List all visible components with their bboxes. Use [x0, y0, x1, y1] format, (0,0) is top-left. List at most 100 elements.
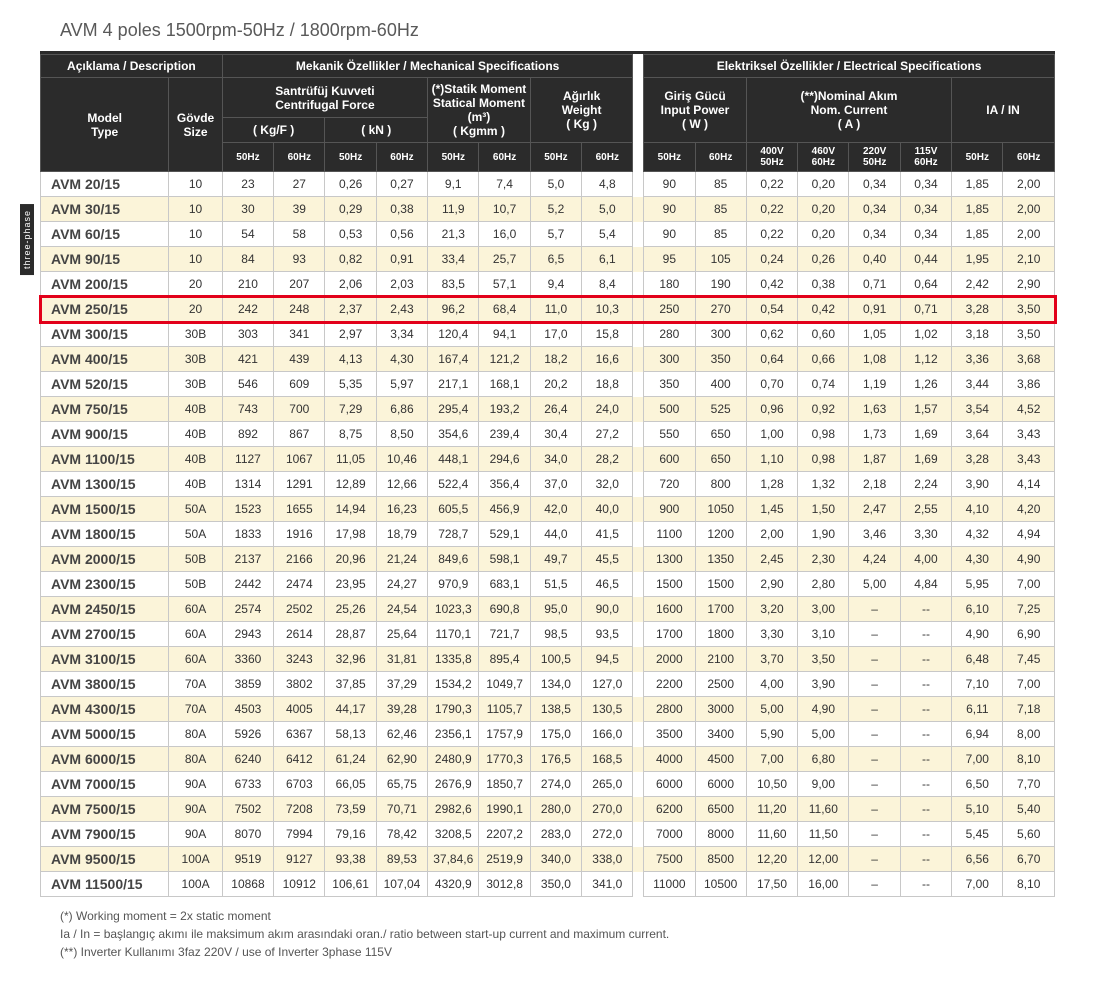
sub-cf50kg: 50Hz	[222, 143, 273, 172]
cell-ia1: 3,68	[1003, 347, 1055, 372]
cell-nc2: –	[849, 697, 900, 722]
cell-ia0: 2,42	[952, 272, 1003, 297]
cell-size: 20	[169, 297, 222, 322]
cell-nc1: 3,10	[798, 622, 849, 647]
cell-wt1: 6,1	[582, 247, 633, 272]
cell-gap	[633, 197, 644, 222]
cell-model: AVM 7900/15	[41, 822, 169, 847]
cell-model: AVM 750/15	[41, 397, 169, 422]
cell-nc1: 11,60	[798, 797, 849, 822]
cell-cf2: 7,29	[325, 397, 376, 422]
cell-nc2: 1,73	[849, 422, 900, 447]
cell-model: AVM 6000/15	[41, 747, 169, 772]
cell-size: 70A	[169, 697, 222, 722]
cell-wt1: 28,2	[582, 447, 633, 472]
cell-nc2: –	[849, 647, 900, 672]
cell-nc2: 5,00	[849, 572, 900, 597]
cell-nc1: 2,80	[798, 572, 849, 597]
cell-nc3: --	[900, 772, 951, 797]
cell-ia1: 3,50	[1003, 322, 1055, 347]
cell-ia0: 3,90	[952, 472, 1003, 497]
table-row: AVM 60/151054580,530,5621,316,05,75,4908…	[41, 222, 1055, 247]
cell-cf3: 62,46	[376, 722, 427, 747]
spec-table: Açıklama / Description Mekanik Özellikle…	[40, 54, 1055, 897]
cell-wt0: 100,5	[530, 647, 581, 672]
cell-size: 40B	[169, 472, 222, 497]
cell-ip0: 600	[644, 447, 695, 472]
cell-cf2: 2,06	[325, 272, 376, 297]
cell-nc2: 0,40	[849, 247, 900, 272]
cell-sm1: 3012,8	[479, 872, 530, 897]
hdr-cf-kg: ( Kg/F )	[222, 118, 325, 143]
cell-wt0: 5,0	[530, 172, 581, 197]
sub-nc400: 400V 50Hz	[746, 143, 797, 172]
cell-model: AVM 30/15	[41, 197, 169, 222]
cell-nc3: 1,57	[900, 397, 951, 422]
cell-ia1: 7,00	[1003, 672, 1055, 697]
cell-sm0: 2676,9	[428, 772, 479, 797]
cell-cf1: 7208	[274, 797, 325, 822]
cell-nc3: 1,02	[900, 322, 951, 347]
cell-sm1: 68,4	[479, 297, 530, 322]
cell-cf2: 14,94	[325, 497, 376, 522]
cell-nc1: 2,30	[798, 547, 849, 572]
cell-nc0: 0,64	[746, 347, 797, 372]
cell-cf2: 58,13	[325, 722, 376, 747]
cell-ip0: 11000	[644, 872, 695, 897]
cell-ia1: 4,52	[1003, 397, 1055, 422]
cell-model: AVM 4300/15	[41, 697, 169, 722]
cell-wt0: 340,0	[530, 847, 581, 872]
cell-wt1: 93,5	[582, 622, 633, 647]
cell-ia1: 8,00	[1003, 722, 1055, 747]
cell-nc3: 2,24	[900, 472, 951, 497]
cell-sm0: 37,84,6	[428, 847, 479, 872]
cell-ip0: 1600	[644, 597, 695, 622]
cell-sm0: 970,9	[428, 572, 479, 597]
table-row: AVM 11500/15100A1086810912106,61107,0443…	[41, 872, 1055, 897]
cell-nc1: 0,66	[798, 347, 849, 372]
cell-model: AVM 1300/15	[41, 472, 169, 497]
cell-gap	[633, 422, 644, 447]
cell-nc0: 2,45	[746, 547, 797, 572]
cell-wt0: 175,0	[530, 722, 581, 747]
cell-nc2: 4,24	[849, 547, 900, 572]
cell-ip1: 1500	[695, 572, 746, 597]
cell-nc2: –	[849, 672, 900, 697]
cell-cf0: 242	[222, 297, 273, 322]
cell-ip1: 190	[695, 272, 746, 297]
cell-cf0: 6240	[222, 747, 273, 772]
cell-ia0: 1,85	[952, 172, 1003, 197]
cell-cf2: 0,26	[325, 172, 376, 197]
cell-ip0: 1500	[644, 572, 695, 597]
hdr-cf: Santrüfüj Kuvveti Centrifugal Force	[222, 78, 427, 118]
cell-ia0: 3,44	[952, 372, 1003, 397]
cell-nc3: 4,00	[900, 547, 951, 572]
cell-ia0: 1,85	[952, 197, 1003, 222]
cell-wt1: 90,0	[582, 597, 633, 622]
cell-nc1: 0,42	[798, 297, 849, 322]
table-row: AVM 1800/1550A1833191617,9818,79728,7529…	[41, 522, 1055, 547]
cell-size: 30B	[169, 372, 222, 397]
cell-nc3: --	[900, 872, 951, 897]
sub-nc460: 460V 60Hz	[798, 143, 849, 172]
cell-ia0: 7,00	[952, 872, 1003, 897]
cell-nc0: 5,90	[746, 722, 797, 747]
cell-sm0: 2982,6	[428, 797, 479, 822]
hdr-wt: Ağırlık Weight( Kg )	[530, 78, 633, 143]
cell-cf2: 106,61	[325, 872, 376, 897]
cell-wt1: 166,0	[582, 722, 633, 747]
cell-sm1: 7,4	[479, 172, 530, 197]
cell-ip0: 1700	[644, 622, 695, 647]
cell-nc1: 0,74	[798, 372, 849, 397]
cell-nc1: 0,20	[798, 197, 849, 222]
cell-ia0: 5,45	[952, 822, 1003, 847]
cell-nc2: 1,08	[849, 347, 900, 372]
cell-cf3: 0,38	[376, 197, 427, 222]
cell-wt1: 10,3	[582, 297, 633, 322]
cell-cf0: 7502	[222, 797, 273, 822]
cell-nc0: 0,96	[746, 397, 797, 422]
cell-nc3: --	[900, 847, 951, 872]
cell-cf1: 7994	[274, 822, 325, 847]
cell-nc1: 1,90	[798, 522, 849, 547]
cell-wt0: 26,4	[530, 397, 581, 422]
